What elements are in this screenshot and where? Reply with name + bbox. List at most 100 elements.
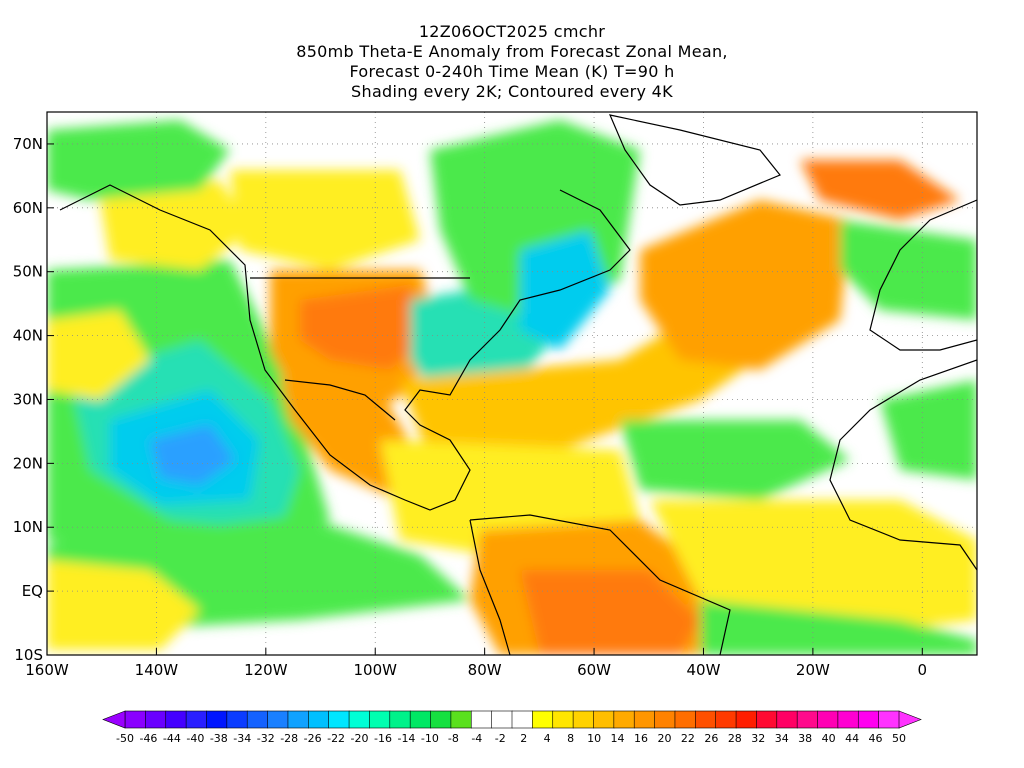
greenland-coastline xyxy=(608,114,781,206)
colorbar-label: 40 xyxy=(822,732,836,745)
colorbar-label: 14 xyxy=(611,732,625,745)
colorbar-swatch xyxy=(633,710,656,729)
colorbar-label: -38 xyxy=(210,732,228,745)
colorbar-swatch xyxy=(348,710,371,729)
colorbar-swatch xyxy=(796,710,819,729)
colorbar-swatch xyxy=(470,710,493,729)
colorbar-label: -50 xyxy=(116,732,134,745)
colorbar-swatch xyxy=(654,710,676,729)
canada-yellow-patch xyxy=(230,170,420,270)
colorbar-label: 44 xyxy=(845,732,859,745)
colorbar: -50 -46 -44 -40 -38 -34 -32 -28 -26 -22 -20 -16 -14-… xyxy=(102,710,922,745)
colorbar-swatch xyxy=(715,710,737,729)
pacific-blue-patch xyxy=(150,425,235,485)
colorbar-swatch xyxy=(450,710,472,729)
title-line-1: 12Z06OCT2025 cmchr xyxy=(418,22,606,41)
atlantic-orange-swirl xyxy=(640,200,850,370)
colorbar-swatch xyxy=(267,710,289,729)
colorbar-label: 22 xyxy=(681,732,695,745)
colorbar-label: -40 xyxy=(186,732,204,745)
colorbar-swatch xyxy=(817,710,839,729)
colorbar-swatch xyxy=(593,710,615,729)
colorbar-swatch xyxy=(145,710,167,729)
colorbar-swatch xyxy=(389,710,411,729)
title-line-4: Shading every 2K; Contoured every 4K xyxy=(351,82,673,101)
colorbar-swatch xyxy=(409,710,432,729)
colorbar-swatch xyxy=(328,710,350,729)
labrador-sea-cyan xyxy=(520,230,610,350)
coastline-layer xyxy=(59,114,977,655)
lat-tick-label: 10S xyxy=(14,646,43,664)
lon-tick-label: 60W xyxy=(577,661,611,679)
colorbar-label: -20 xyxy=(351,732,369,745)
colorbar-high-arrow xyxy=(898,710,922,729)
colorbar-swatch xyxy=(206,710,228,729)
colorbar-label: 50 xyxy=(892,732,906,745)
colorbar-swatch xyxy=(430,710,452,729)
colorbar-swatch xyxy=(878,710,900,729)
colorbar-swatch xyxy=(552,710,574,729)
colorbar-label: -14 xyxy=(397,732,415,745)
alaska-green xyxy=(47,120,230,200)
colorbar-swatch xyxy=(532,710,554,729)
lon-tick-label: 0 xyxy=(918,661,928,679)
colorbar-label: 2 xyxy=(520,732,527,745)
amazon-deep-orange xyxy=(520,570,700,655)
colorbar-swatch xyxy=(511,710,533,729)
colorbar-label: -32 xyxy=(257,732,275,745)
colorbar-label: -10 xyxy=(421,732,439,745)
europe-green xyxy=(840,220,977,320)
lat-tick-label: 30N xyxy=(13,390,43,408)
colorbar-label: -8 xyxy=(448,732,459,745)
colorbar-label: -46 xyxy=(139,732,157,745)
colorbar-low-arrow xyxy=(102,710,126,729)
lat-tick-label: 20N xyxy=(13,454,43,472)
colorbar-label: 34 xyxy=(775,732,789,745)
colorbar-swatch xyxy=(776,710,798,729)
colorbar-swatch xyxy=(491,710,513,729)
lat-tick-label: 40N xyxy=(13,327,43,345)
africa-coastline xyxy=(829,359,977,571)
shading-layer xyxy=(47,112,977,655)
colorbar-swatch xyxy=(735,710,758,729)
colorbar-swatch xyxy=(226,710,248,729)
west-africa-green xyxy=(880,380,977,480)
colorbar-label: -28 xyxy=(280,732,298,745)
colorbar-label: 26 xyxy=(704,732,718,745)
map-frame xyxy=(46,111,978,656)
colorbar-swatch xyxy=(674,710,696,729)
plains-deep-orange-anomaly xyxy=(300,285,425,370)
colorbar-label: 10 xyxy=(587,732,601,745)
us-mexico-border xyxy=(284,379,396,421)
colorbar-swatch xyxy=(369,710,391,729)
colorbar-label: -26 xyxy=(304,732,322,745)
colorbar-swatch xyxy=(308,710,330,729)
colorbar-label: 8 xyxy=(567,732,574,745)
lon-tick-label: 120W xyxy=(244,661,288,679)
title-line-2: 850mb Theta-E Anomaly from Forecast Zona… xyxy=(296,42,728,61)
lat-tick-label: 10N xyxy=(13,518,43,536)
colorbar-swatch xyxy=(695,710,717,729)
grid-layer xyxy=(47,112,977,655)
lon-tick-label: 80W xyxy=(468,661,502,679)
colorbar-swatch xyxy=(185,710,208,729)
lon-tick-label: 100W xyxy=(354,661,398,679)
lat-tick-label: 70N xyxy=(13,135,43,153)
title-block: 12Z06OCT2025 cmchr 850mb Theta-E Anomaly… xyxy=(0,22,1024,102)
lon-tick-label: 140W xyxy=(135,661,179,679)
colorbar-label: -16 xyxy=(374,732,392,745)
colorbar-swatch xyxy=(837,710,859,729)
colorbar-swatch xyxy=(613,710,635,729)
colorbar-swatch xyxy=(165,710,187,729)
lat-tick-label: 60N xyxy=(13,199,43,217)
title-line-3: Forecast 0-240h Time Mean (K) T=90 h xyxy=(349,62,675,81)
colorbar-swatch xyxy=(287,710,309,729)
colorbar-label: 4 xyxy=(544,732,551,745)
colorbar-label: -2 xyxy=(495,732,506,745)
lon-tick-label: 160W xyxy=(25,661,69,679)
colorbar-label: 32 xyxy=(751,732,765,745)
colorbar-label: -4 xyxy=(471,732,482,745)
lat-tick-label: EQ xyxy=(22,582,43,600)
south-atlantic-green xyxy=(700,600,977,655)
